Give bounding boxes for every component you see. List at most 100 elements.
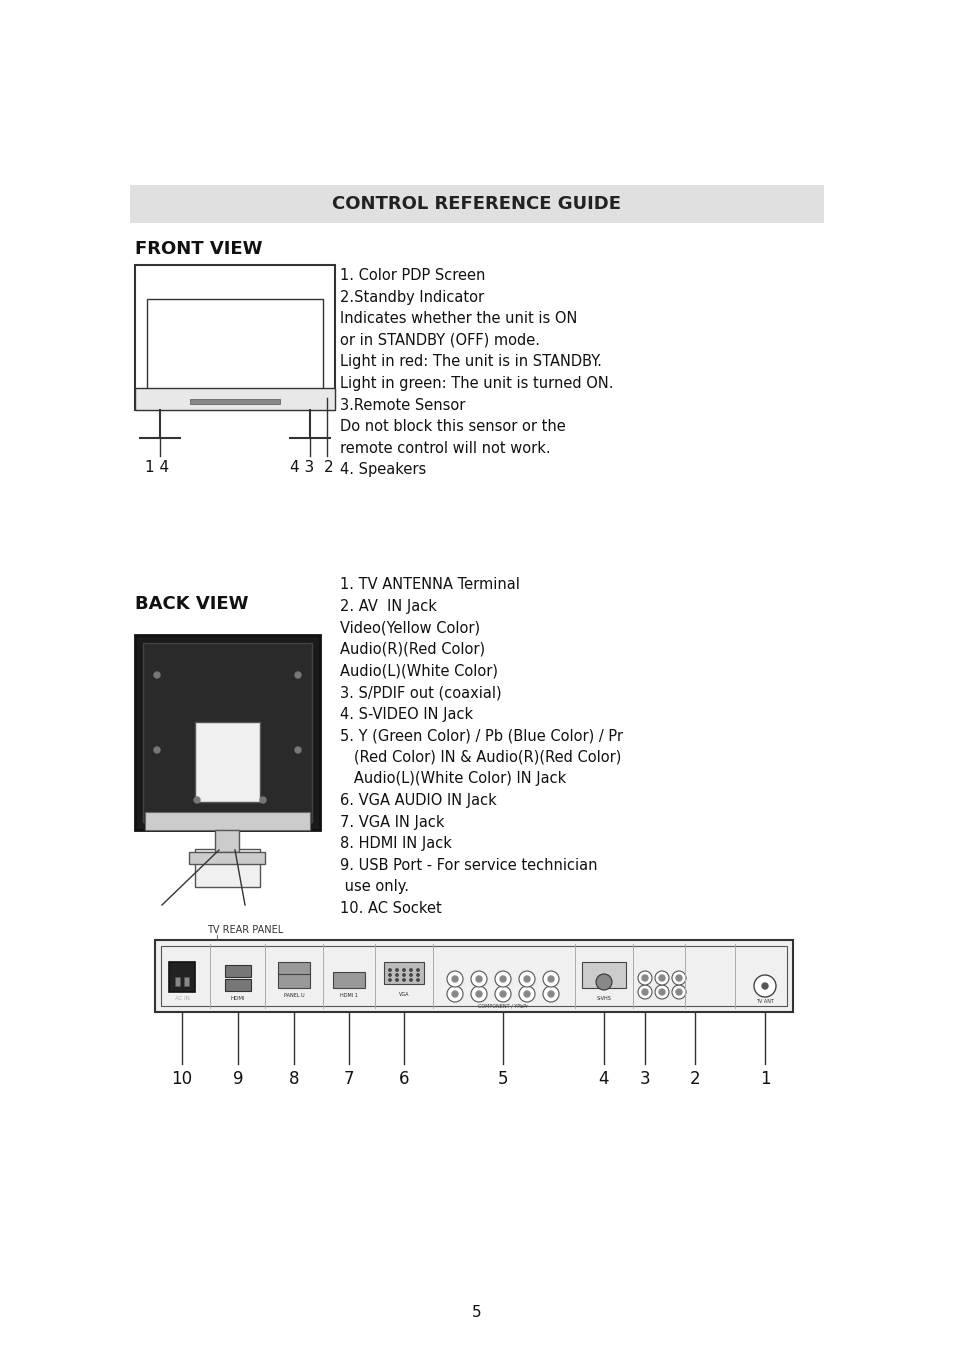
- Bar: [277, 963, 310, 973]
- Circle shape: [499, 976, 505, 981]
- Circle shape: [518, 971, 535, 987]
- Bar: [194, 722, 260, 802]
- Bar: [194, 849, 260, 887]
- Text: 7: 7: [343, 1071, 354, 1088]
- Bar: [161, 946, 786, 1006]
- Text: HDMI: HDMI: [231, 996, 245, 1000]
- Bar: [130, 185, 823, 223]
- Bar: [135, 634, 319, 830]
- Bar: [147, 298, 323, 398]
- Circle shape: [389, 973, 391, 976]
- Circle shape: [638, 986, 651, 999]
- Bar: [145, 811, 310, 830]
- Circle shape: [547, 991, 554, 998]
- Text: 6: 6: [398, 1071, 409, 1088]
- Circle shape: [641, 975, 647, 981]
- Circle shape: [655, 971, 668, 986]
- Text: 1: 1: [759, 1071, 769, 1088]
- Bar: [184, 977, 189, 986]
- Circle shape: [676, 975, 681, 981]
- Circle shape: [395, 979, 397, 981]
- Text: 5: 5: [472, 1305, 481, 1320]
- Text: 1 4: 1 4: [145, 460, 169, 475]
- Text: AC IN: AC IN: [174, 996, 190, 1000]
- Circle shape: [447, 971, 462, 987]
- Circle shape: [416, 979, 418, 981]
- Bar: [214, 830, 239, 852]
- Bar: [189, 852, 265, 864]
- Text: 1. TV ANTENNA Terminal
2. AV  IN Jack
Video(Yellow Color)
Audio(R)(Red Color)
Au: 1. TV ANTENNA Terminal 2. AV IN Jack Vid…: [339, 576, 622, 917]
- Circle shape: [761, 983, 767, 990]
- Bar: [225, 979, 251, 991]
- Circle shape: [389, 979, 391, 981]
- Circle shape: [452, 991, 457, 998]
- Text: COMPONENT / YPbPr: COMPONENT / YPbPr: [477, 1004, 528, 1008]
- Circle shape: [395, 973, 397, 976]
- Circle shape: [260, 796, 266, 803]
- Text: 1. Color PDP Screen
2.Standby Indicator
Indicates whether the unit is ON
or in S: 1. Color PDP Screen 2.Standby Indicator …: [339, 269, 613, 478]
- Text: HDMI 1: HDMI 1: [339, 994, 357, 998]
- Circle shape: [471, 986, 486, 1002]
- Circle shape: [410, 973, 412, 976]
- Text: 10: 10: [172, 1071, 193, 1088]
- Circle shape: [518, 986, 535, 1002]
- Text: VGA: VGA: [398, 992, 409, 998]
- Circle shape: [416, 973, 418, 976]
- Circle shape: [523, 991, 530, 998]
- Text: 5: 5: [497, 1071, 508, 1088]
- Text: 4 3  2: 4 3 2: [290, 460, 334, 475]
- Circle shape: [471, 971, 486, 987]
- Text: 8: 8: [289, 1071, 299, 1088]
- Bar: [581, 963, 625, 988]
- Bar: [174, 977, 180, 986]
- Circle shape: [542, 986, 558, 1002]
- Circle shape: [659, 990, 664, 995]
- Circle shape: [153, 672, 160, 678]
- Text: 4: 4: [598, 1071, 609, 1088]
- Circle shape: [499, 991, 505, 998]
- Bar: [154, 940, 792, 1012]
- Circle shape: [452, 976, 457, 981]
- Bar: [384, 963, 423, 984]
- Circle shape: [395, 969, 397, 971]
- Circle shape: [153, 747, 160, 753]
- Text: S-VHS: S-VHS: [596, 996, 611, 1000]
- Circle shape: [410, 969, 412, 971]
- Text: BACK VIEW: BACK VIEW: [135, 595, 248, 613]
- Text: TV REAR PANEL: TV REAR PANEL: [207, 925, 283, 936]
- Circle shape: [753, 975, 775, 998]
- Circle shape: [402, 969, 405, 971]
- Circle shape: [402, 973, 405, 976]
- Bar: [143, 643, 312, 822]
- Circle shape: [659, 975, 664, 981]
- Circle shape: [596, 973, 612, 990]
- Text: 3: 3: [639, 1071, 650, 1088]
- Circle shape: [671, 971, 685, 986]
- Circle shape: [523, 976, 530, 981]
- Bar: [135, 265, 335, 410]
- Text: CONTROL REFERENCE GUIDE: CONTROL REFERENCE GUIDE: [333, 194, 620, 213]
- Circle shape: [476, 991, 481, 998]
- Text: TV ANT: TV ANT: [755, 999, 773, 1004]
- Circle shape: [193, 796, 200, 803]
- Bar: [190, 400, 280, 404]
- Circle shape: [294, 747, 301, 753]
- Circle shape: [495, 986, 511, 1002]
- Circle shape: [476, 976, 481, 981]
- Circle shape: [542, 971, 558, 987]
- Circle shape: [676, 990, 681, 995]
- Circle shape: [547, 976, 554, 981]
- Circle shape: [638, 971, 651, 986]
- Bar: [333, 972, 365, 988]
- Circle shape: [641, 990, 647, 995]
- Text: 9: 9: [233, 1071, 243, 1088]
- Circle shape: [389, 969, 391, 971]
- Text: 2: 2: [689, 1071, 700, 1088]
- Circle shape: [447, 986, 462, 1002]
- Bar: [277, 972, 310, 988]
- Circle shape: [294, 672, 301, 678]
- Circle shape: [416, 969, 418, 971]
- Circle shape: [410, 979, 412, 981]
- Circle shape: [495, 971, 511, 987]
- Circle shape: [671, 986, 685, 999]
